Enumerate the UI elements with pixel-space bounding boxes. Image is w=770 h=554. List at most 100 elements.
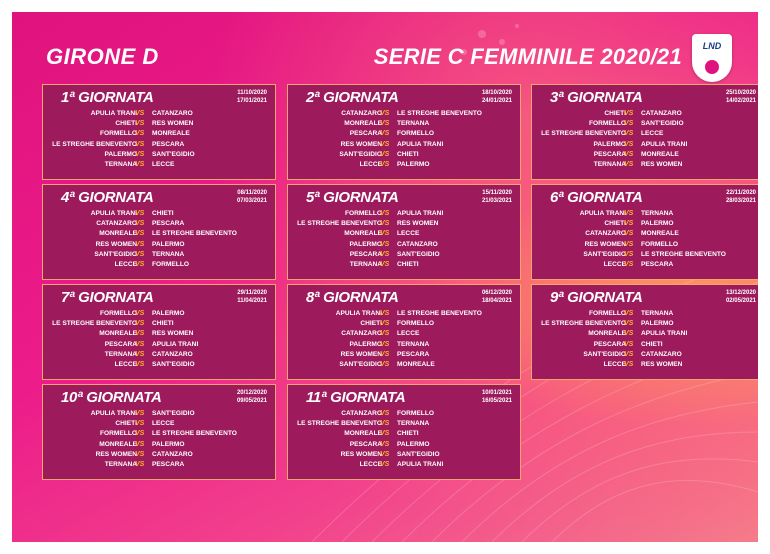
round-card: 8ª GIORNATA 06/12/2020 18/04/2021 APULIA TR…	[287, 284, 521, 380]
away-team: FORMELLO	[397, 130, 434, 138]
match-row: CATANZARO VS FORMELLO	[288, 410, 520, 420]
vs-label: VS	[624, 330, 634, 338]
away-team: CHIETI	[397, 260, 419, 268]
vs-label: VS	[380, 110, 390, 117]
match-row: LECCE VS PESCARA	[532, 261, 758, 271]
match-row: RES WOMEN VS APULIA TRANI	[288, 141, 520, 151]
match-row: PALERMO VS TERNANA	[288, 341, 520, 351]
date-ritorno: 28/03/2021	[725, 198, 756, 204]
home-team: SANT'EGIDIO	[339, 360, 382, 368]
home-team: CATANZARO	[585, 230, 626, 238]
vs-label: VS	[380, 460, 390, 468]
home-team: PALERMO	[593, 140, 626, 148]
home-team: LECCE	[359, 460, 382, 468]
match-list: APULIA TRANI VS CHIETI CATANZARO VS PESCARA MO…	[43, 210, 275, 271]
date-andata: 22/11/2020	[726, 190, 756, 196]
home-team: APULIA TRANI	[90, 210, 137, 217]
match-row: LE STREGHE BENEVENTO VS LECCE	[532, 130, 758, 140]
home-team: PESCARA	[593, 150, 626, 158]
vs-label: VS	[624, 340, 634, 348]
vs-label: VS	[135, 210, 145, 217]
home-team: PESCARA	[593, 340, 626, 348]
lnd-logo: LND	[692, 34, 732, 82]
away-team: TERNANA	[641, 310, 674, 317]
match-row: SANT'EGIDIO VS CATANZARO	[532, 351, 758, 361]
vs-label: VS	[135, 410, 145, 417]
match-list: FORMELLO VS PALERMO LE STREGHE BENEVENTO VS C…	[43, 310, 275, 371]
away-team: PESCARA	[152, 140, 185, 148]
home-team: CHIETI	[604, 110, 626, 117]
vs-label: VS	[624, 310, 634, 317]
match-row: APULIA TRANI VS CHIETI	[43, 210, 275, 220]
date-andata: 20/12/2020	[236, 390, 267, 396]
round-title: 3ª GIORNATA	[550, 89, 643, 106]
vs-label: VS	[135, 120, 145, 128]
vs-label: VS	[135, 260, 145, 268]
vs-label: VS	[380, 250, 390, 258]
round-card: 7ª GIORNATA 29/11/2020 11/04/2021 FORMELLO V…	[42, 284, 276, 380]
match-row: CATANZARO VS LE STREGHE BENEVENTO	[288, 110, 520, 120]
home-team: APULIA TRANI	[335, 310, 382, 317]
match-row: LECCE VS SANT'EGIDIO	[43, 361, 275, 371]
round-card: 9ª GIORNATA 13/12/2020 02/05/2021 FORMELLO V…	[531, 284, 758, 380]
match-row: RES WOMEN VS SANT'EGIDIO	[288, 451, 520, 461]
away-team: LE STREGHE BENEVENTO	[152, 230, 237, 238]
away-team: SANT'EGIDIO	[152, 410, 195, 417]
away-team: TERNANA	[152, 250, 185, 258]
round-title: 6ª GIORNATA	[550, 189, 643, 206]
match-list: APULIA TRANI VS SANT'EGIDIO CHIETI VS LECCE FO…	[43, 410, 275, 471]
home-team: SANT'EGIDIO	[94, 250, 137, 258]
away-team: SANT'EGIDIO	[397, 450, 440, 458]
vs-label: VS	[624, 320, 634, 328]
match-row: LE STREGHE BENEVENTO VS RES WOMEN	[288, 220, 520, 230]
match-row: APULIA TRANI VS TERNANA	[532, 210, 758, 220]
home-team: MONREALE	[344, 430, 382, 438]
home-team: MONREALE	[99, 440, 137, 448]
match-row: PALERMO VS SANT'EGIDIO	[43, 151, 275, 161]
home-team: PESCARA	[104, 340, 137, 348]
match-row: LE STREGHE BENEVENTO VS PALERMO	[532, 320, 758, 330]
vs-label: VS	[380, 360, 390, 368]
vs-label: VS	[135, 160, 145, 168]
away-team: SANT'EGIDIO	[397, 250, 440, 258]
home-team: LE STREGHE BENEVENTO	[297, 420, 382, 428]
away-team: LE STREGHE BENEVENTO	[152, 430, 237, 438]
match-row: SANT'EGIDIO VS CHIETI	[288, 151, 520, 161]
match-row: MONREALE VS CHIETI	[288, 430, 520, 440]
match-row: RES WOMEN VS PESCARA	[288, 351, 520, 361]
match-row: TERNANA VS CHIETI	[288, 261, 520, 271]
away-team: APULIA TRANI	[641, 140, 688, 148]
match-row: SANT'EGIDIO VS TERNANA	[43, 251, 275, 261]
match-row: SANT'EGIDIO VS MONREALE	[288, 361, 520, 371]
match-row: APULIA TRANI VS LE STREGHE BENEVENTO	[288, 310, 520, 320]
match-row: TERNANA VS PESCARA	[43, 461, 275, 471]
vs-label: VS	[380, 260, 390, 268]
home-team: PESCARA	[349, 250, 382, 258]
match-row: RES WOMEN VS FORMELLO	[532, 241, 758, 251]
vs-label: VS	[380, 430, 390, 438]
away-team: RES WOMEN	[641, 360, 683, 368]
away-team: PALERMO	[641, 220, 674, 228]
home-team: TERNANA	[104, 350, 137, 358]
match-row: CHIETI VS PALERMO	[532, 220, 758, 230]
match-row: CHIETI VS LECCE	[43, 420, 275, 430]
vs-label: VS	[624, 140, 634, 148]
home-team: LECCE	[603, 260, 626, 268]
home-team: MONREALE	[344, 230, 382, 238]
vs-label: VS	[135, 230, 145, 238]
season-title: SERIE C FEMMINILE 2020/21	[373, 44, 682, 69]
vs-label: VS	[135, 350, 145, 358]
date-ritorno: 24/01/2021	[481, 98, 512, 104]
vs-label: VS	[380, 450, 390, 458]
home-team: MONREALE	[588, 330, 626, 338]
vs-label: VS	[380, 150, 390, 158]
away-team: CHIETI	[152, 320, 174, 328]
match-row: RES WOMEN VS PALERMO	[43, 241, 275, 251]
vs-label: VS	[624, 230, 634, 238]
home-team: APULIA TRANI	[90, 110, 137, 117]
away-team: MONREALE	[641, 150, 679, 158]
match-list: APULIA TRANI VS LE STREGHE BENEVENTO CHIETI…	[288, 310, 520, 371]
vs-label: VS	[624, 160, 634, 168]
home-team: APULIA TRANI	[90, 410, 137, 417]
round-card: 5ª GIORNATA 15/11/2020 21/03/2021 FORMELLO V…	[287, 184, 521, 280]
